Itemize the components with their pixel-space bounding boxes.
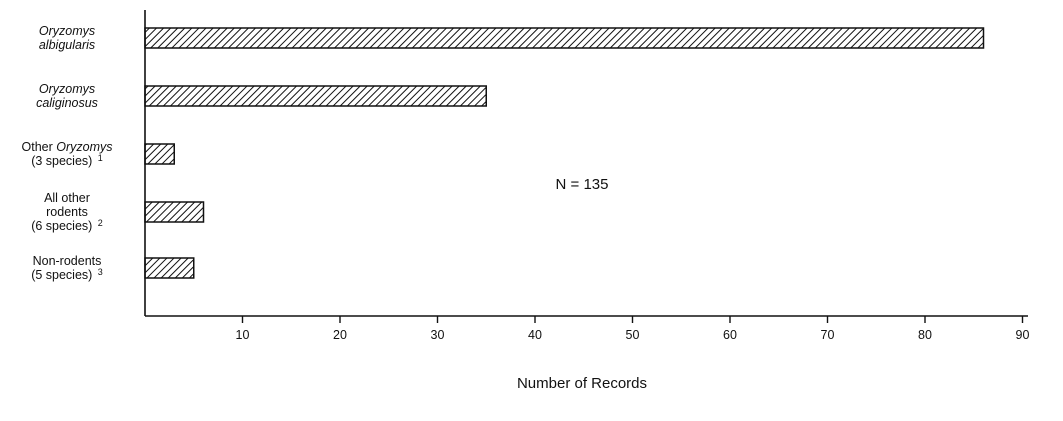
x-tick-label-30: 30 [431, 328, 445, 342]
sample-size-annotation: N = 135 [556, 176, 609, 193]
x-tick-label-80: 80 [918, 328, 932, 342]
category-label-1: Oryzomys albigularis [39, 24, 95, 52]
bars-group [144, 27, 985, 279]
category-label-5: Non-rodents (5 species) 3 [31, 254, 103, 282]
category-label-4: All other rodents (6 species) 2 [31, 191, 103, 233]
x-axis-label: Number of Records [517, 375, 647, 392]
category-label-3: Other Oryzomys (3 species) 1 [22, 140, 113, 168]
x-tick-label-90: 90 [1016, 328, 1030, 342]
bar-3 [144, 143, 175, 165]
x-tick-label-70: 70 [821, 328, 835, 342]
x-tick-label-40: 40 [528, 328, 542, 342]
x-axis-ticks: 10 20 30 40 50 60 70 80 90 [236, 316, 1030, 342]
category-label-2: Oryzomys caliginosus [36, 82, 98, 110]
x-tick-label-20: 20 [333, 328, 347, 342]
bar-1 [144, 27, 985, 49]
bar-5 [144, 257, 195, 279]
bar-2 [144, 85, 487, 107]
category-labels: Oryzomys albigularis Oryzomys caliginosus Ot… [22, 24, 113, 282]
x-tick-label-60: 60 [723, 328, 737, 342]
x-tick-label-50: 50 [626, 328, 640, 342]
bar-4 [144, 201, 205, 223]
x-tick-label-10: 10 [236, 328, 250, 342]
